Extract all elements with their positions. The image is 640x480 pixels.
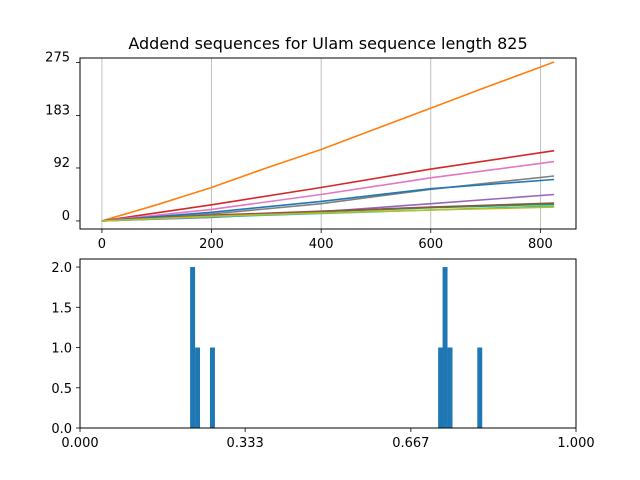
plot-frame	[79, 57, 577, 230]
plot-frame	[79, 258, 577, 429]
series-line-1	[101, 149, 555, 222]
y-tick-label: 183	[45, 104, 70, 119]
chart-title: Addend sequences for Ulam sequence lengt…	[128, 34, 527, 53]
series-line-2	[101, 160, 555, 222]
histogram-chart: 0.000 0.333 0.667 1.000 0.0 0.5 1.0 1.5 2.0	[51, 258, 595, 451]
x-axis-ticks: 0.000 0.333 0.667 1.000	[61, 428, 595, 451]
histogram-bar	[195, 347, 201, 428]
series-line-4	[101, 178, 555, 222]
series-line-9	[101, 206, 555, 222]
x-tick-label: 1.000	[557, 436, 594, 451]
x-tick-label: 800	[528, 237, 553, 252]
histogram-bar	[209, 347, 215, 428]
y-tick-label: 0.0	[51, 422, 72, 437]
line-chart: Addend sequences for Ulam sequence lengt…	[45, 34, 577, 252]
y-tick-label: 2.0	[51, 261, 72, 276]
x-tick-label: 0.333	[227, 436, 264, 451]
x-axis-ticks: 0 200 400 600 800	[98, 229, 553, 252]
y-tick-label: 0.5	[51, 382, 72, 397]
x-tick-label: 0	[98, 237, 106, 252]
grid-lines	[101, 58, 541, 229]
series-lines	[101, 61, 555, 222]
x-tick-label: 0.667	[392, 436, 429, 451]
histogram-bar	[438, 347, 444, 428]
histogram-bar	[477, 347, 483, 428]
y-axis-ticks: 0.0 0.5 1.0 1.5 2.0	[51, 261, 80, 437]
x-tick-label: 200	[199, 237, 224, 252]
histogram-bar	[190, 267, 196, 428]
y-axis-ticks: 0 92 183 275	[45, 51, 80, 224]
y-tick-label: 1.5	[51, 301, 72, 316]
y-tick-label: 1.0	[51, 342, 72, 357]
y-tick-label: 0	[62, 209, 70, 224]
y-tick-label: 275	[45, 51, 70, 66]
histogram-bar	[442, 267, 448, 428]
x-tick-label: 0.000	[61, 436, 98, 451]
histogram-bars	[190, 267, 483, 428]
y-tick-label: 92	[53, 156, 70, 171]
x-tick-label: 600	[418, 237, 443, 252]
series-line-0	[101, 61, 555, 222]
histogram-bar	[447, 347, 453, 428]
x-tick-label: 400	[309, 237, 334, 252]
